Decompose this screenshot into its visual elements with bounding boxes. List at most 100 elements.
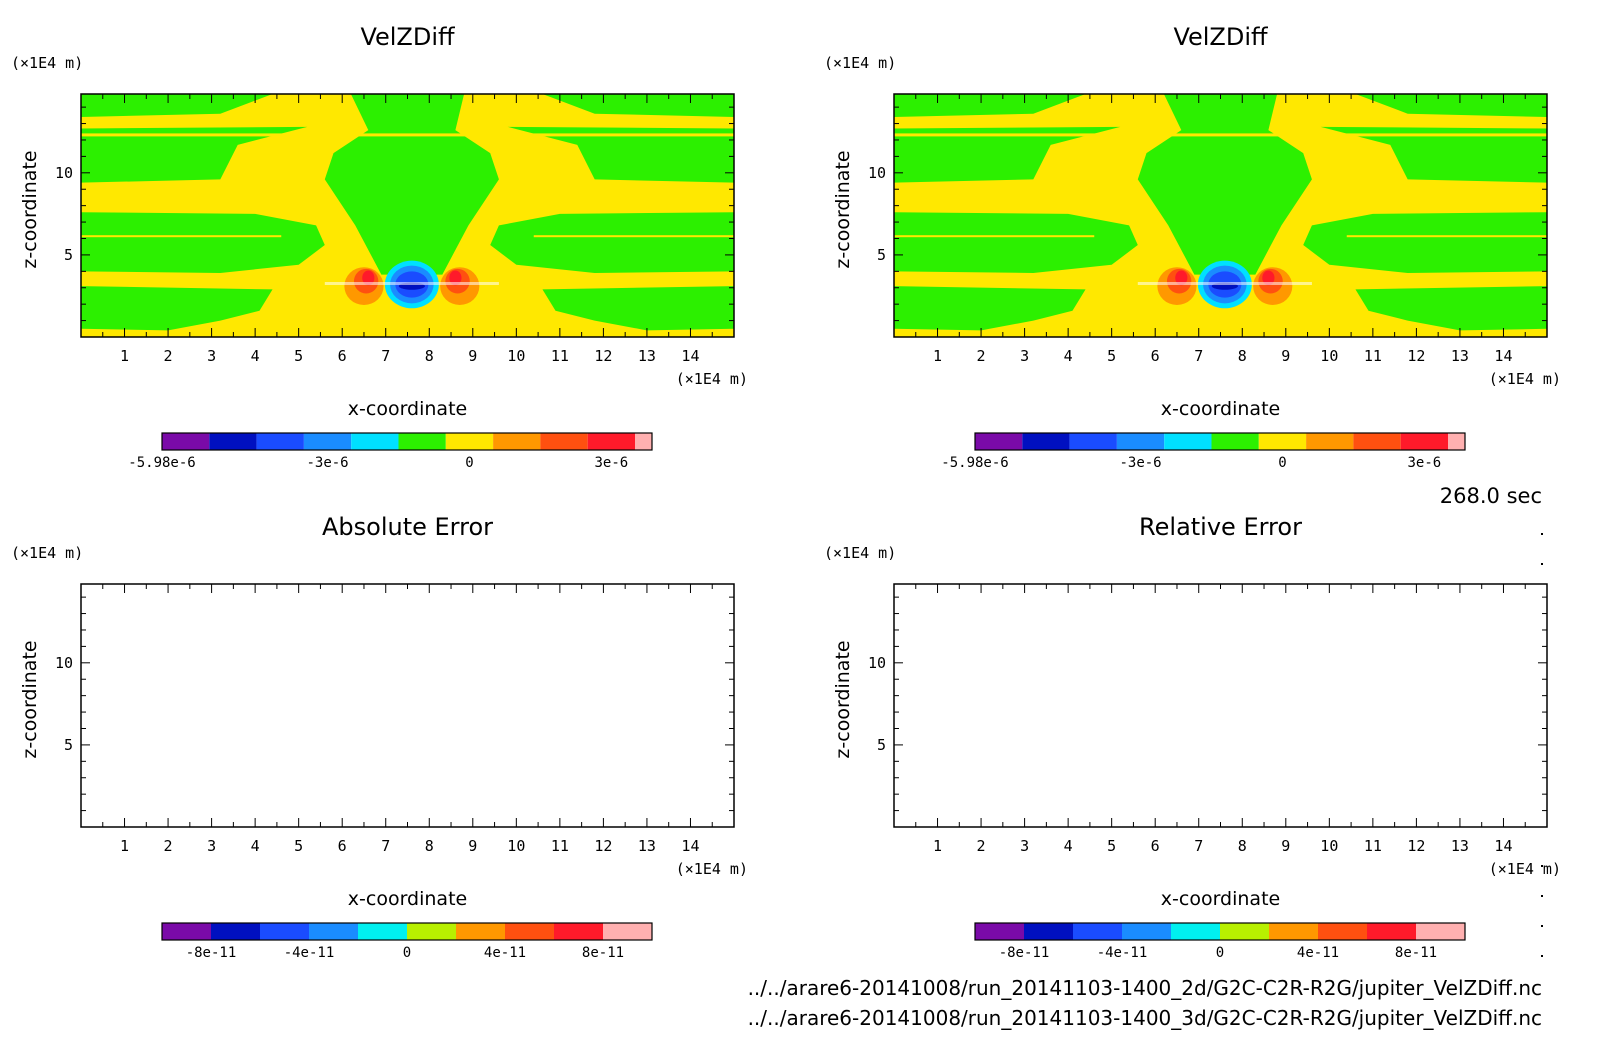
colorbar-swatch [1258, 433, 1307, 450]
band-right [533, 235, 734, 238]
colorbar-label: 8e-11 [1395, 945, 1437, 961]
colorbar-label: -3e-6 [306, 455, 348, 471]
colorbar-swatch [1122, 923, 1171, 940]
chart-title: Absolute Error [322, 513, 493, 541]
x-tick-label: 11 [1364, 347, 1382, 365]
x-tick-label: 4 [1064, 837, 1073, 855]
x-tick-label: 8 [425, 347, 434, 365]
chart-title: Relative Error [1139, 513, 1302, 541]
x-tick-label: 9 [1281, 837, 1290, 855]
colorbar-label: 3e-6 [594, 455, 628, 471]
x-tick-label: 4 [251, 347, 260, 365]
y-unit-label: (×1E4 m) [11, 544, 83, 562]
colorbar-label: 0 [1278, 455, 1286, 471]
colorbar-swatch [1416, 923, 1465, 940]
colorbar-swatch [358, 923, 407, 940]
x-tick-label: 7 [1194, 347, 1203, 365]
y-tick-label: 5 [877, 246, 886, 264]
x-unit-label: (×1E4 m) [1489, 860, 1561, 878]
right-lobe-core [449, 270, 462, 286]
band-upper [894, 133, 1547, 137]
x-tick-label: 2 [164, 347, 173, 365]
right-upper-region [507, 126, 734, 183]
plot-frame [893, 583, 1548, 828]
right-bottom-region [542, 286, 734, 331]
x-tick-label: 12 [594, 347, 612, 365]
right-top-region [1355, 94, 1547, 117]
y-unit-label: (×1E4 m) [824, 54, 896, 72]
x-tick-label: 4 [251, 837, 260, 855]
colorbar-label: -8e-11 [186, 945, 237, 961]
colorbar-label: 3e-6 [1407, 455, 1441, 471]
x-tick-label: 13 [638, 347, 656, 365]
colorbar-swatch [1116, 433, 1165, 450]
colorbar-swatch [493, 433, 541, 450]
colorbar-swatch [256, 433, 304, 450]
colorbar-swatch [603, 923, 652, 940]
colorbar-swatch [1073, 923, 1122, 940]
chart-title: VelZDiff [1173, 23, 1268, 51]
x-tick-label: 2 [164, 837, 173, 855]
right-middle-region [490, 212, 734, 273]
x-axis-label: x-coordinate [1161, 888, 1280, 910]
band-upper [81, 133, 734, 137]
colorbar-swatch [1022, 433, 1070, 450]
center-line [1137, 281, 1312, 285]
colorbar-swatch [445, 433, 494, 450]
colorbar-swatch [1448, 433, 1465, 450]
x-tick-label: 13 [1451, 837, 1469, 855]
colorbar-label: -4e-11 [284, 945, 335, 961]
colorbar-label: -8e-11 [999, 945, 1050, 961]
colorbar-swatch [1164, 433, 1212, 450]
x-tick-label: 1 [120, 347, 129, 365]
x-tick-label: 8 [1238, 837, 1247, 855]
x-tick-label: 5 [1107, 347, 1116, 365]
y-axis-label: z-coordinate [19, 150, 41, 268]
x-tick-label: 13 [1451, 347, 1469, 365]
x-tick-label: 6 [338, 837, 347, 855]
x-tick-label: 6 [338, 347, 347, 365]
colorbar-label: 0 [465, 455, 473, 471]
x-tick-label: 7 [381, 837, 390, 855]
x-tick-label: 11 [551, 837, 569, 855]
colorbar-label: 0 [403, 945, 411, 961]
x-unit-label: (×1E4 m) [1489, 370, 1561, 388]
x-tick-label: 3 [207, 837, 216, 855]
colorbar-swatch [1220, 923, 1269, 940]
x-tick-label: 2 [977, 837, 986, 855]
y-tick-label: 10 [55, 654, 73, 672]
colorbar-swatch [587, 433, 635, 450]
x-tick-label: 1 [933, 837, 942, 855]
x-tick-label: 14 [681, 347, 699, 365]
colorbar-swatch [303, 433, 352, 450]
x-tick-label: 8 [1238, 347, 1247, 365]
colorbar-frame [161, 922, 653, 941]
x-tick-label: 10 [1320, 347, 1338, 365]
colorbar-swatch [554, 923, 603, 940]
x-tick-label: 4 [1064, 347, 1073, 365]
left-middle-region [894, 212, 1138, 273]
colorbar-label: -3e-6 [1119, 455, 1161, 471]
colorbar-swatch [505, 923, 554, 940]
contour-field [894, 94, 1547, 337]
left-bottom-region [894, 286, 1086, 331]
y-tick-label: 5 [877, 736, 886, 754]
x-tick-label: 11 [1364, 837, 1382, 855]
chart-panel-3: Absolute Error(×1E4 m)1 2 3 4 5 6 7 8 9 10 11 12 13 1… [11, 513, 748, 961]
colorbar-label: 0 [1216, 945, 1224, 961]
y-axis-label: z-coordinate [19, 640, 41, 758]
colorbar-swatch [211, 923, 260, 940]
colorbar-swatch [456, 923, 505, 940]
colorbar-swatch [1400, 433, 1448, 450]
x-tick-label: 8 [425, 837, 434, 855]
colorbar-swatch [1211, 433, 1259, 450]
colorbar-label: 8e-11 [582, 945, 624, 961]
colorbar-label: 4e-11 [484, 945, 526, 961]
x-tick-label: 9 [1281, 347, 1290, 365]
colorbar-swatch [1367, 923, 1416, 940]
x-tick-label: 11 [551, 347, 569, 365]
colorbar-swatch [407, 923, 456, 940]
x-tick-label: 5 [294, 837, 303, 855]
x-tick-label: 7 [381, 347, 390, 365]
colorbar-swatch [975, 433, 1023, 450]
